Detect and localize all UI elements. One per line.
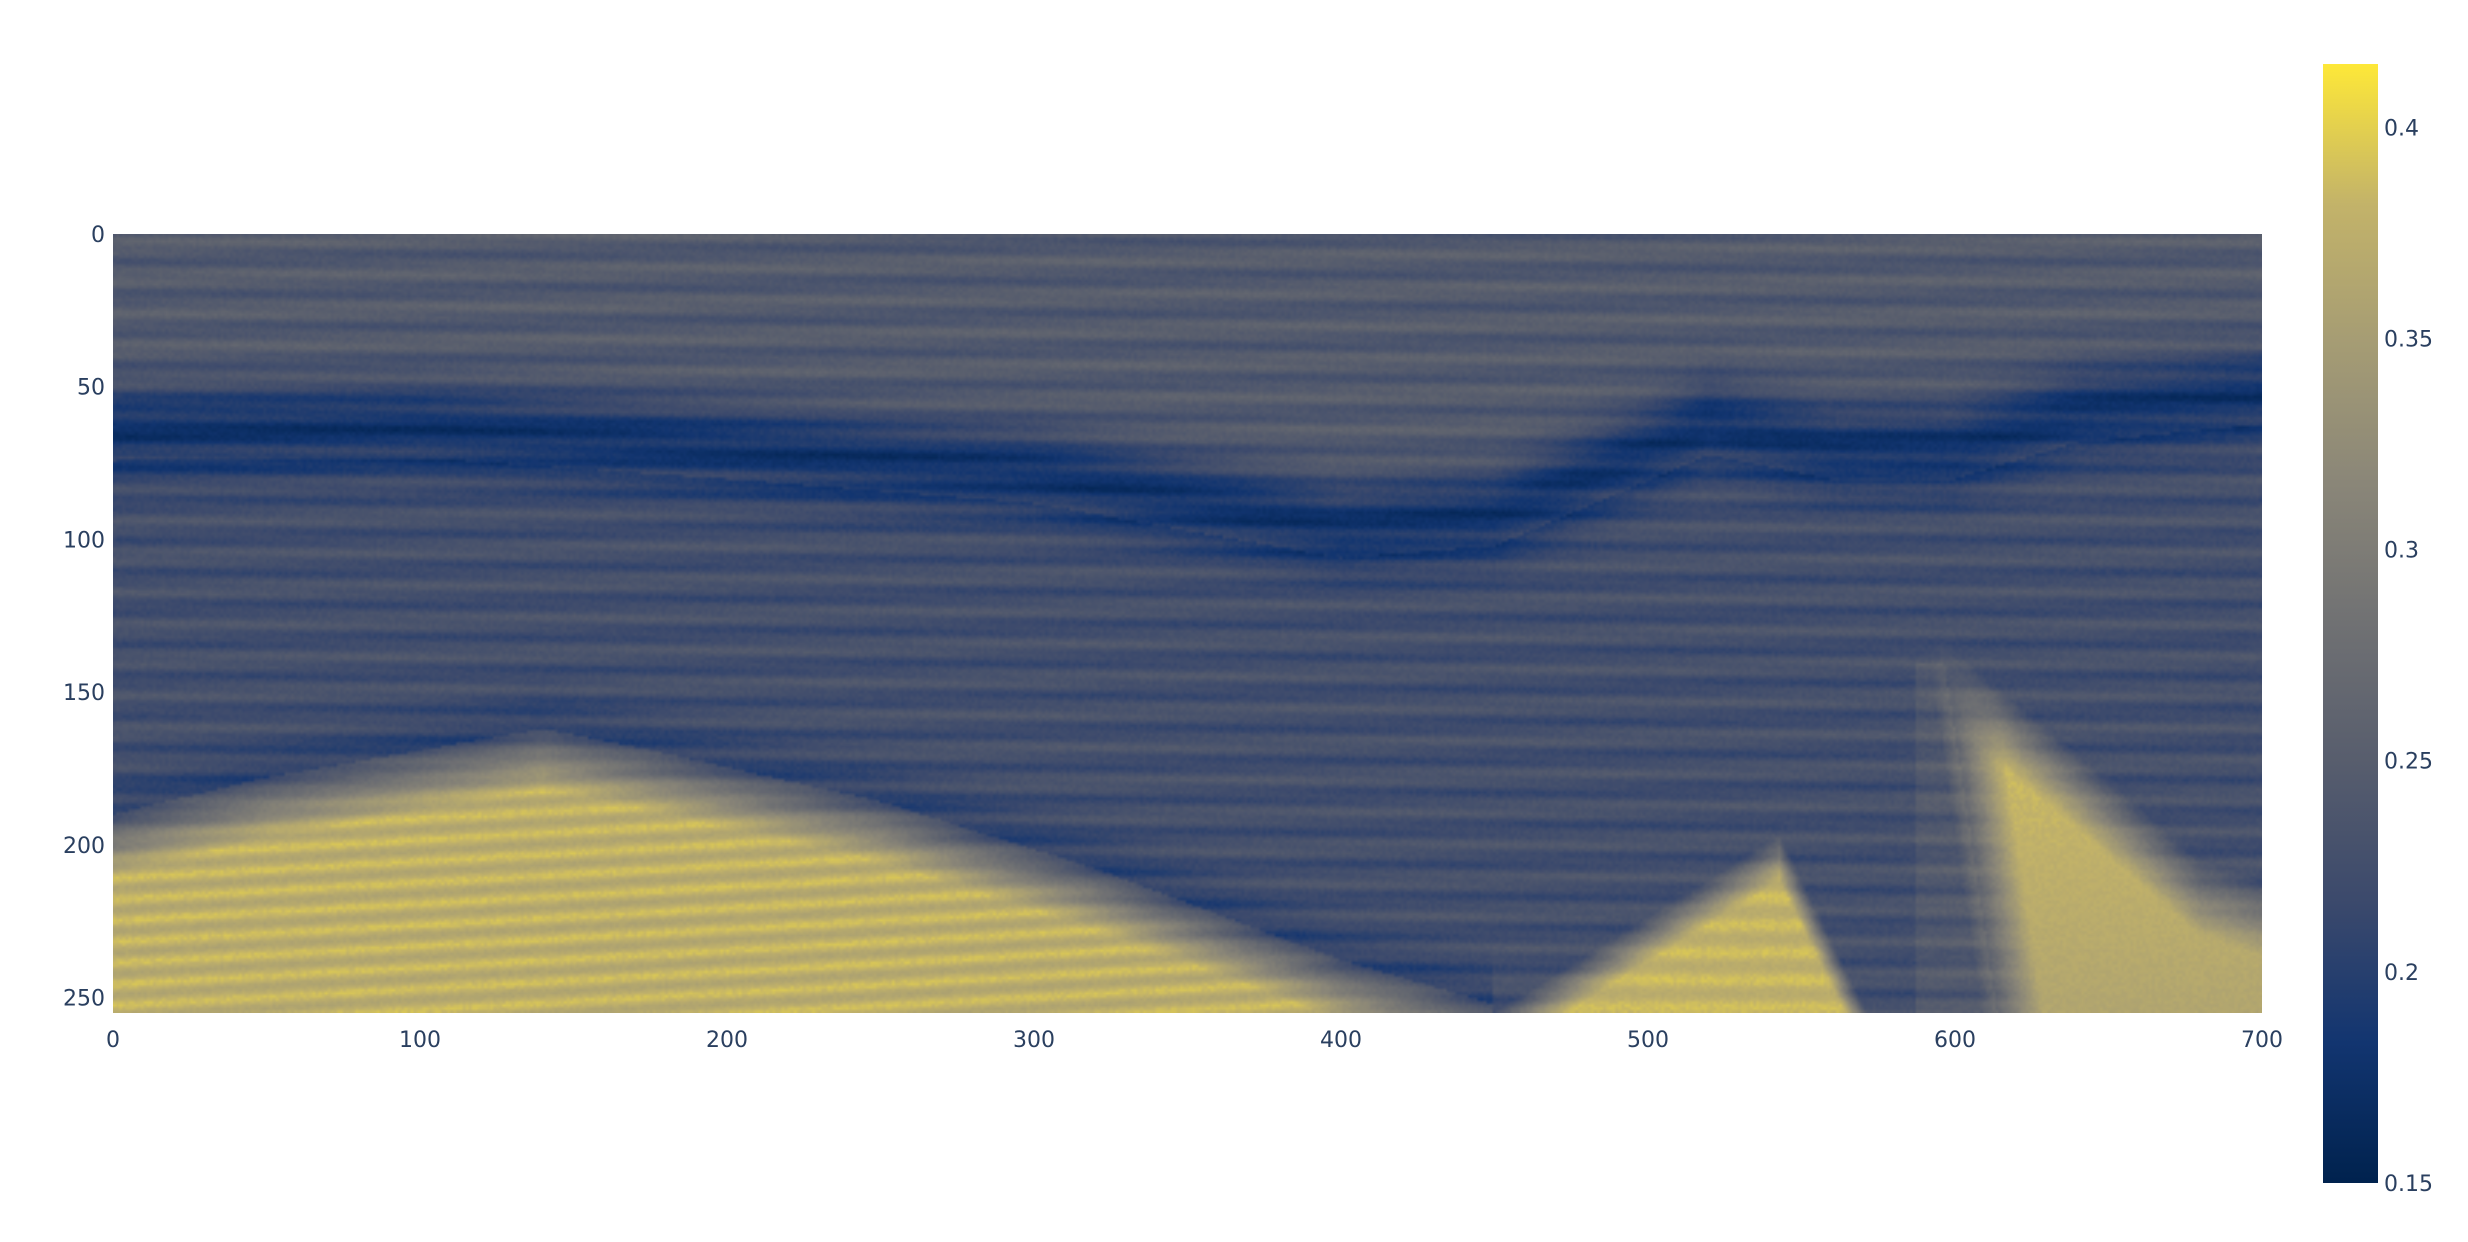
x-tick-label: 200 [706,1028,748,1053]
colorbar-gradient-bar [2323,64,2378,1183]
colorbar-tick-label: 0.35 [2384,327,2433,352]
x-tick-label: 600 [1934,1028,1976,1053]
y-tick-label: 150 [63,681,105,706]
y-tick-label: 50 [77,376,105,401]
y-tick-label: 250 [63,987,105,1012]
y-tick-label: 100 [63,528,105,553]
x-tick-label: 300 [1013,1028,1055,1053]
x-tick-label: 100 [399,1028,441,1053]
x-axis: 0 100 200 300 400 500 600 700 [106,1028,2283,1053]
x-tick-label: 500 [1627,1028,1669,1053]
x-tick-label: 400 [1320,1028,1362,1053]
y-tick-label: 200 [63,834,105,859]
y-tick-label: 0 [91,223,105,248]
y-axis: 0 50 100 150 200 250 [63,223,105,1012]
colorbar-tick-label: 0.4 [2384,116,2419,141]
colorbar-tick-label: 0.2 [2384,961,2419,986]
plot-area [113,234,2262,1013]
colorbar-tick-label: 0.15 [2384,1172,2433,1197]
x-tick-label: 700 [2241,1028,2283,1053]
colorbar-ticks: 0.15 0.2 0.25 0.3 0.35 0.4 [2384,116,2433,1197]
heatmap-image [113,234,2262,1013]
colorbar-tick-label: 0.3 [2384,539,2419,564]
colorbar: 0.15 0.2 0.25 0.3 0.35 0.4 [2323,64,2433,1197]
colorbar-tick-label: 0.25 [2384,750,2433,775]
x-tick-label: 0 [106,1028,120,1053]
